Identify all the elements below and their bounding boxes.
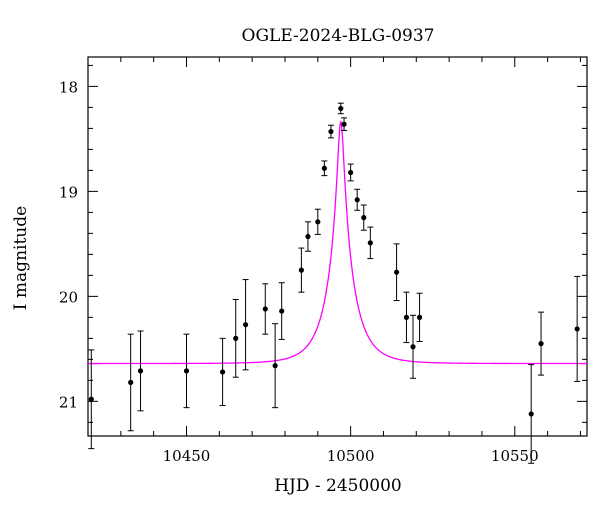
chart-title: OGLE-2024-BLG-0937 bbox=[242, 26, 435, 46]
point-marker bbox=[183, 368, 190, 374]
point-marker bbox=[128, 379, 134, 386]
data-point bbox=[278, 282, 285, 340]
point-marker bbox=[528, 411, 534, 417]
data-point bbox=[262, 283, 269, 335]
data-point bbox=[321, 160, 328, 177]
point-marker bbox=[315, 219, 321, 225]
data-point bbox=[298, 247, 305, 293]
tick-labels: 10450 10500 10550 18 19 20 21 bbox=[59, 78, 539, 465]
point-marker bbox=[367, 240, 373, 246]
point-marker bbox=[354, 197, 360, 203]
point-marker bbox=[416, 314, 423, 320]
data-point bbox=[137, 330, 144, 412]
x-axis-label: HJD - 2450000 bbox=[274, 476, 402, 496]
data-point bbox=[304, 221, 311, 252]
data-point bbox=[314, 208, 321, 235]
data-point bbox=[360, 204, 367, 231]
point-marker bbox=[298, 267, 304, 273]
point-marker bbox=[341, 121, 347, 127]
plot-frame bbox=[87, 56, 588, 437]
data-point bbox=[127, 333, 134, 432]
x-tick-label: 10500 bbox=[327, 447, 375, 465]
axis-ticks bbox=[87, 57, 587, 436]
point-marker bbox=[219, 369, 226, 375]
y-tick-label: 19 bbox=[59, 183, 78, 201]
data-point bbox=[327, 124, 334, 139]
point-marker bbox=[328, 128, 334, 135]
data-point bbox=[272, 323, 279, 409]
point-marker bbox=[279, 308, 285, 314]
data-points bbox=[88, 102, 581, 464]
y-tick-label: 18 bbox=[59, 78, 78, 96]
point-marker bbox=[272, 363, 278, 369]
point-marker bbox=[393, 269, 400, 275]
model-curve bbox=[88, 121, 587, 365]
data-point bbox=[538, 311, 545, 376]
point-marker bbox=[348, 169, 354, 176]
data-point bbox=[354, 188, 361, 211]
point-marker bbox=[137, 368, 144, 374]
point-marker bbox=[88, 396, 94, 402]
data-point bbox=[337, 102, 344, 115]
x-tick-label: 10450 bbox=[163, 447, 211, 465]
data-point bbox=[393, 243, 400, 302]
data-point bbox=[574, 275, 581, 382]
data-point bbox=[341, 117, 348, 131]
point-marker bbox=[338, 105, 344, 112]
data-point bbox=[219, 337, 226, 407]
data-point bbox=[416, 292, 423, 343]
point-marker bbox=[321, 165, 327, 171]
data-point bbox=[183, 333, 190, 409]
point-marker bbox=[410, 344, 416, 350]
point-marker bbox=[538, 341, 544, 347]
point-marker bbox=[574, 326, 580, 332]
data-point bbox=[528, 364, 535, 464]
point-marker bbox=[305, 233, 311, 240]
x-tick-label: 10550 bbox=[491, 447, 539, 465]
point-marker bbox=[262, 306, 268, 312]
data-point bbox=[232, 299, 239, 378]
data-point bbox=[347, 163, 354, 182]
data-point bbox=[242, 279, 249, 371]
data-point bbox=[410, 314, 417, 379]
point-marker bbox=[403, 314, 410, 320]
point-marker bbox=[361, 215, 367, 221]
data-point bbox=[88, 349, 95, 450]
point-marker bbox=[233, 335, 239, 341]
y-tick-label: 21 bbox=[59, 393, 78, 411]
data-point bbox=[403, 291, 410, 344]
data-point bbox=[367, 226, 374, 260]
point-marker bbox=[242, 322, 249, 328]
y-axis-label: I magnitude bbox=[11, 206, 31, 310]
y-tick-label: 20 bbox=[59, 288, 78, 306]
